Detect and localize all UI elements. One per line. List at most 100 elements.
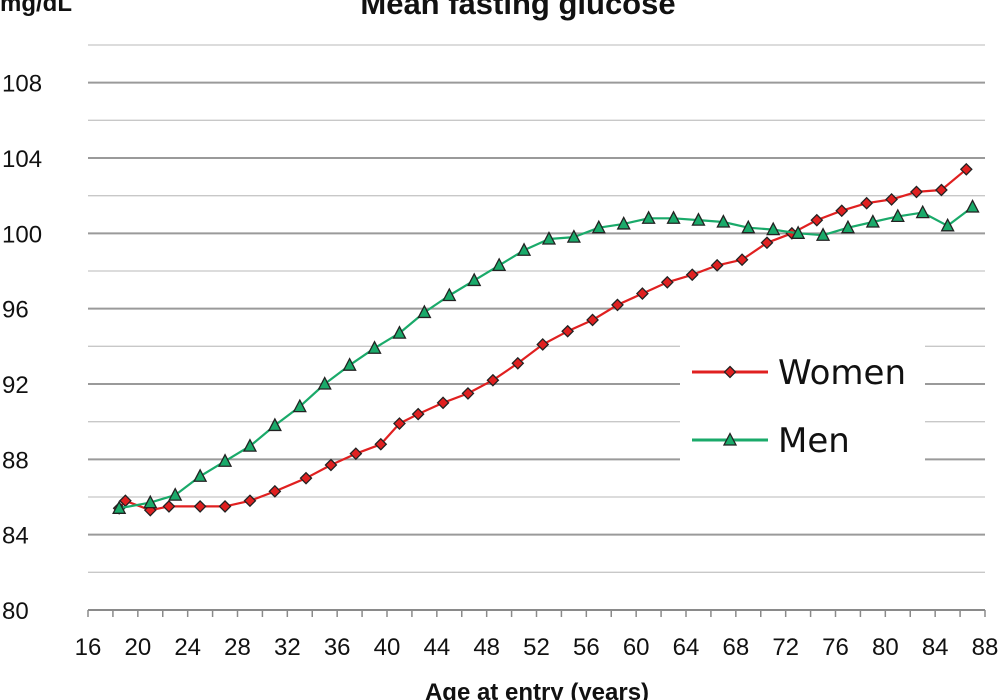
- x-tick-label: 20: [124, 634, 151, 661]
- data-point: [566, 229, 581, 243]
- data-point: [299, 471, 313, 485]
- x-axis-label: Age at entry (years): [425, 679, 649, 700]
- data-point: [666, 210, 681, 224]
- data-point: [934, 183, 948, 197]
- data-point: [492, 257, 507, 271]
- data-point: [393, 417, 406, 430]
- data-point: [243, 494, 257, 508]
- data-point: [162, 499, 176, 513]
- data-point: [417, 304, 432, 319]
- data-point: [716, 214, 731, 228]
- data-point: [541, 231, 557, 245]
- data-point: [586, 313, 599, 327]
- data-point: [536, 338, 550, 351]
- x-tick-label: 24: [174, 634, 201, 661]
- data-point: [461, 386, 475, 400]
- legend-item-men: Men: [692, 421, 850, 461]
- y-tick-label: 100: [2, 221, 42, 248]
- y-tick-label: 84: [2, 523, 29, 550]
- x-tick-label: 84: [922, 634, 949, 661]
- x-tick-label: 80: [872, 634, 899, 661]
- data-point: [467, 272, 482, 287]
- data-point: [218, 499, 232, 513]
- data-point: [374, 437, 388, 451]
- x-tick-label: 88: [972, 634, 999, 661]
- data-point: [342, 357, 357, 371]
- data-point: [865, 214, 880, 228]
- legend-marker: [722, 432, 738, 446]
- data-point: [641, 210, 656, 224]
- legend-label: Women: [778, 353, 906, 393]
- data-point: [741, 219, 756, 234]
- data-point: [411, 407, 425, 421]
- data-point: [890, 208, 905, 223]
- x-tick-label: 36: [324, 634, 351, 661]
- x-tick-label: 72: [772, 634, 799, 661]
- data-point: [959, 162, 973, 176]
- data-point: [685, 268, 699, 282]
- data-point: [660, 275, 674, 289]
- data-point: [910, 185, 923, 199]
- x-tick-label: 68: [722, 634, 749, 661]
- series-men: [112, 199, 980, 514]
- data-point: [760, 236, 774, 250]
- data-point: [292, 398, 307, 413]
- data-point: [885, 193, 898, 206]
- x-tick-label: 32: [274, 634, 301, 661]
- data-point: [591, 219, 606, 234]
- data-point: [267, 417, 282, 432]
- data-point: [766, 221, 781, 236]
- legend-label: Men: [778, 421, 850, 461]
- data-point: [965, 199, 980, 213]
- x-tick-label: 56: [573, 634, 600, 661]
- data-point: [691, 212, 706, 226]
- x-axis: [87, 609, 986, 617]
- y-tick-label: 92: [2, 372, 29, 399]
- x-tick-label: 40: [374, 634, 401, 661]
- legend-item-women: Women: [692, 353, 906, 393]
- x-axis-tick-labels: 16 20 24 28 32 36 40 44 48 52 56 60 64 68 72 76 80 84 88: [75, 634, 999, 661]
- data-point: [217, 453, 233, 467]
- x-tick-label: 60: [623, 634, 650, 661]
- data-point: [810, 213, 824, 227]
- y-tick-label: 104: [2, 146, 42, 173]
- x-tick-label: 44: [423, 634, 450, 661]
- data-point: [324, 458, 338, 472]
- y-tick-label: 88: [2, 447, 29, 474]
- data-point: [840, 219, 856, 234]
- series-women: [112, 162, 973, 517]
- y-axis-tick-labels: 80 84 88 92 96 100 104 108: [2, 71, 42, 625]
- x-tick-label: 48: [473, 634, 500, 661]
- data-point: [791, 225, 806, 239]
- data-point: [511, 356, 525, 370]
- legend-marker: [723, 365, 737, 379]
- data-point: [367, 340, 382, 354]
- data-point: [193, 468, 208, 482]
- data-point: [611, 298, 624, 312]
- x-tick-label: 76: [822, 634, 849, 661]
- data-point: [940, 217, 955, 232]
- x-tick-label: 16: [75, 634, 102, 661]
- data-point: [735, 253, 749, 267]
- legend-background: [680, 335, 925, 475]
- data-point: [915, 204, 930, 219]
- chart-title: Mean fasting glucose: [360, 0, 675, 21]
- y-tick-label: 96: [2, 297, 29, 324]
- data-point: [486, 373, 500, 387]
- x-tick-label: 64: [673, 634, 700, 661]
- data-point: [436, 396, 450, 410]
- data-point: [112, 500, 127, 514]
- gridlines: [88, 44, 985, 573]
- data-point: [635, 287, 649, 301]
- data-point: [835, 204, 849, 218]
- data-point: [193, 499, 207, 513]
- y-tick-label: 108: [2, 71, 42, 98]
- data-point: [561, 324, 575, 338]
- series-layer: [112, 162, 980, 517]
- data-point: [349, 447, 363, 461]
- data-point: [168, 487, 183, 501]
- data-point: [442, 287, 457, 302]
- data-point: [143, 494, 158, 509]
- data-point: [317, 376, 332, 390]
